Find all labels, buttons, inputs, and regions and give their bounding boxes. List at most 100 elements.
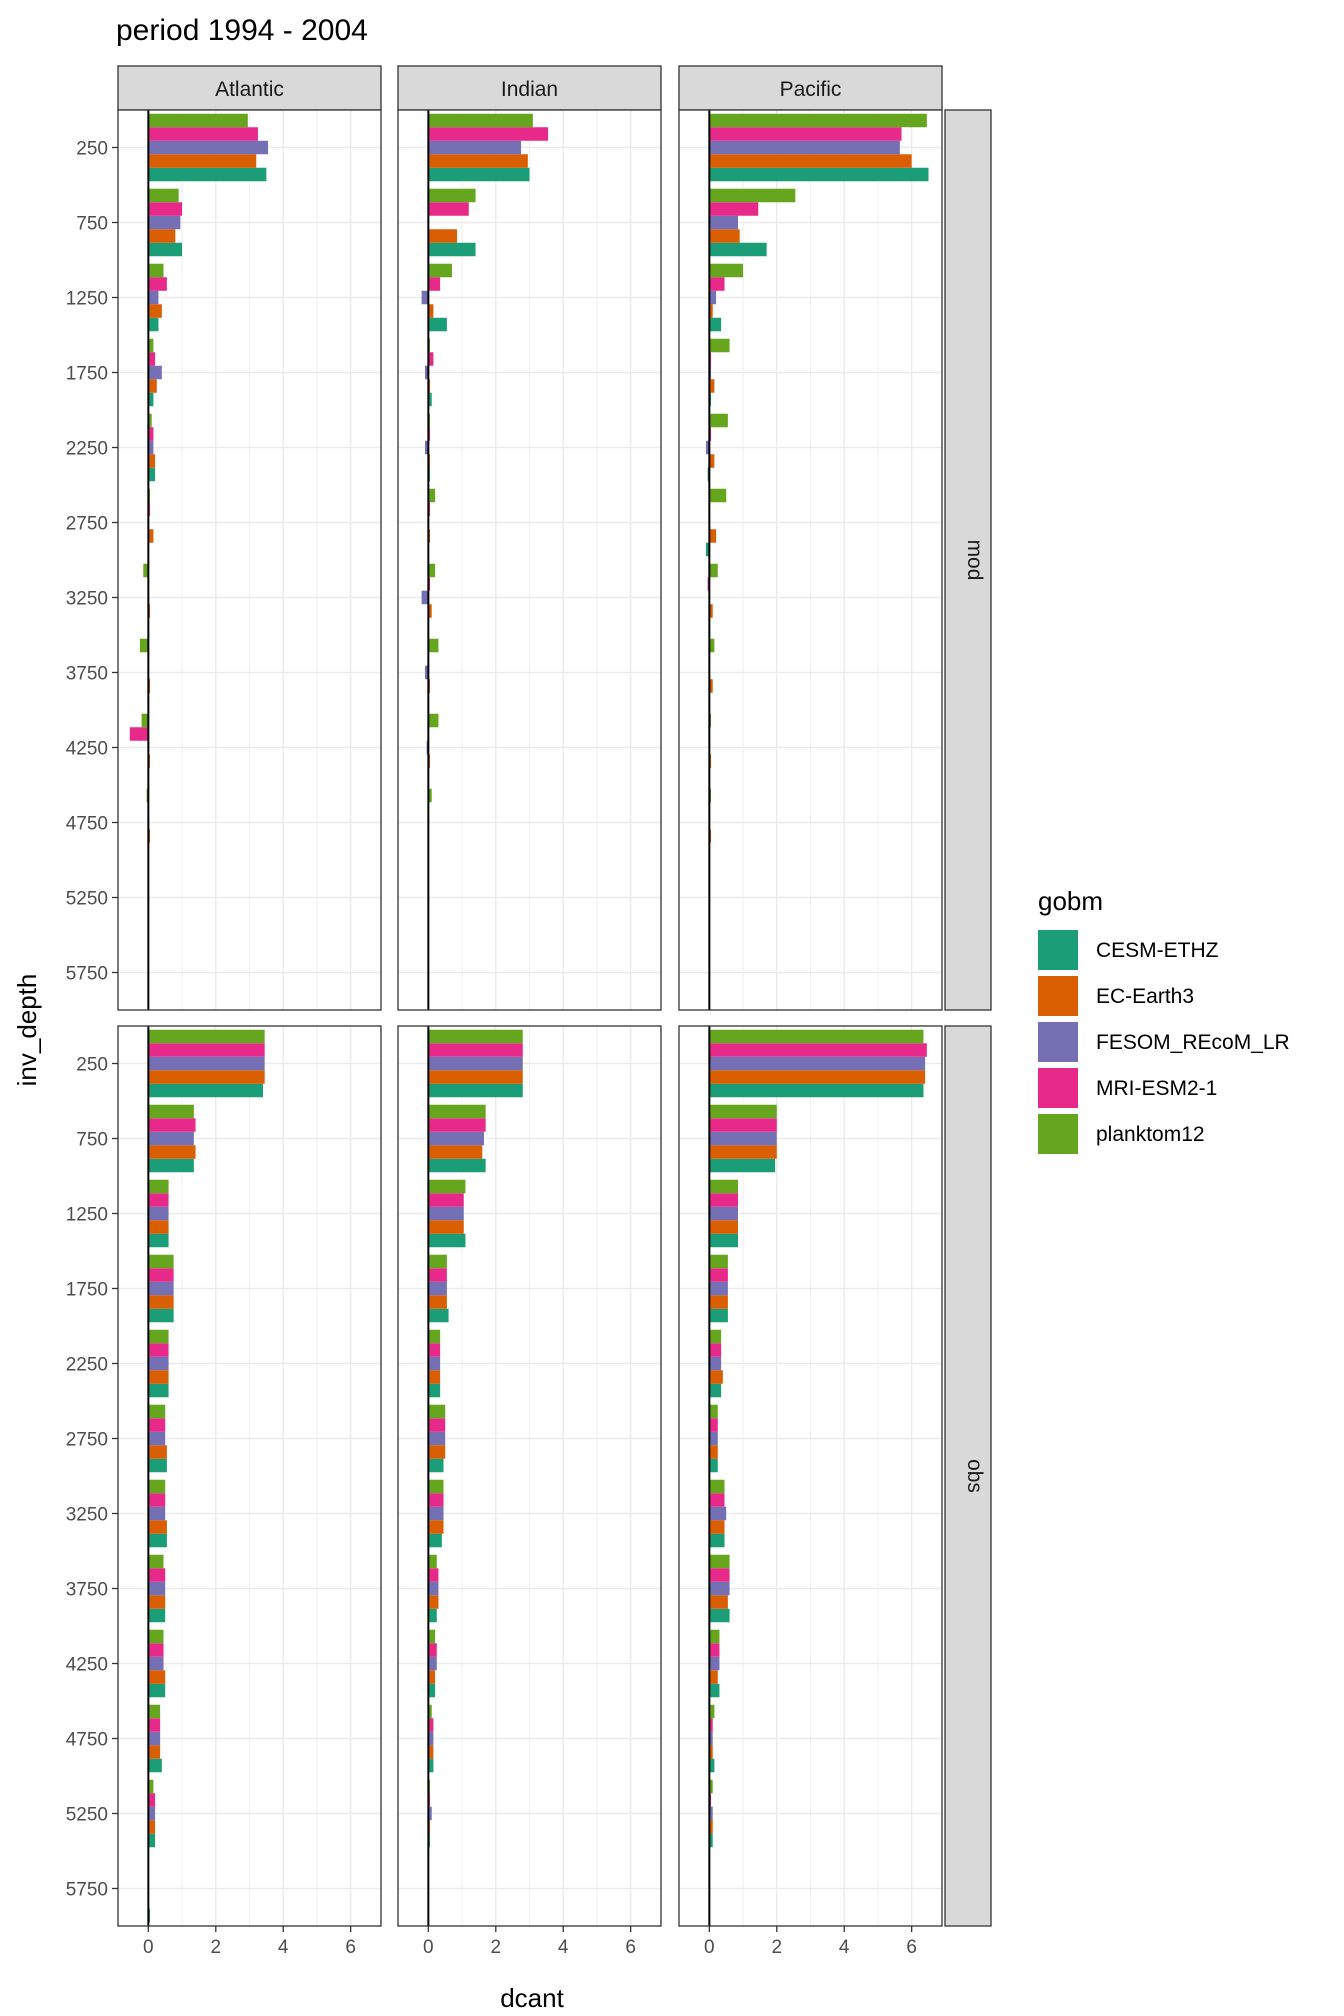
bar-mri-esm2-1-3750 (709, 1568, 730, 1582)
bar-cesm-ethz-2250 (428, 1383, 441, 1398)
bar-ec-earth3-2250 (148, 1370, 169, 1384)
bar-fesom-recom-lr-1750 (148, 1281, 174, 1296)
bar-cesm-ethz-4750 (709, 1758, 715, 1773)
bar-mri-esm2-1-750 (709, 202, 759, 216)
bar-fesom-recom-lr-3750 (148, 1581, 166, 1596)
bar-planktom12-3250 (428, 563, 436, 578)
bar-mri-esm2-1-3250 (428, 1493, 444, 1507)
legend-title: gobm (1038, 886, 1103, 916)
y-axis-label: inv_depth (12, 974, 42, 1087)
bar-cesm-ethz-2750 (705, 542, 710, 557)
bar-planktom12-250 (428, 1029, 523, 1044)
bar-fesom-recom-lr-3250 (148, 1506, 166, 1521)
bar-ec-earth3-1250 (709, 1220, 739, 1234)
panel-border (397, 109, 662, 1011)
y-tick-label-2250: 2250 (66, 1355, 108, 1376)
bar-mri-esm2-1-1750 (709, 1268, 728, 1282)
bar-mri-esm2-1-250 (148, 127, 258, 141)
bar-planktom12-5250 (148, 1779, 154, 1794)
bar-ec-earth3-1250 (148, 1220, 169, 1234)
facet-label-pacific: Pacific (780, 78, 842, 101)
bar-mri-esm2-1-2250 (148, 427, 154, 441)
bar-planktom12-750 (709, 188, 796, 203)
facet-label-obs: obs (963, 1459, 986, 1493)
bar-planktom12-4750 (709, 1704, 715, 1719)
bar-planktom12-1750 (709, 338, 730, 353)
bar-cesm-ethz-1750 (709, 1308, 728, 1323)
bar-cesm-ethz-750 (428, 242, 476, 257)
bar-cesm-ethz-250 (428, 167, 530, 182)
bar-fesom-recom-lr-2750 (148, 1431, 166, 1446)
bar-ec-earth3-2250 (709, 1370, 723, 1384)
bar-planktom12-1750 (709, 1254, 728, 1269)
legend-key-fesom-recom-lr (1038, 1022, 1078, 1062)
bar-cesm-ethz-4250 (428, 1683, 436, 1698)
panel-obs-pacific: 0 2 4 6 (678, 1025, 943, 1958)
bar-cesm-ethz-3250 (709, 1533, 725, 1548)
bar-planktom12-4750 (148, 1704, 161, 1719)
bar-planktom12-1250 (709, 263, 744, 278)
bar-mri-esm2-1-250 (709, 1043, 927, 1057)
bar-cesm-ethz-1750 (148, 1308, 174, 1323)
facet-strip-atlantic (117, 65, 382, 111)
bar-ec-earth3-2750 (428, 1445, 446, 1459)
y-tick-label-4750: 4750 (66, 814, 108, 835)
bar-mri-esm2-1-2750 (709, 1418, 718, 1432)
bar-ec-earth3-4750 (709, 1745, 713, 1759)
bar-fesom-recom-lr-4250 (148, 1656, 164, 1671)
bar-planktom12-3250 (143, 563, 149, 578)
panel-border (117, 109, 382, 1011)
bar-planktom12-750 (148, 188, 179, 203)
bar-planktom12-3250 (428, 1479, 444, 1494)
bar-cesm-ethz-1750 (428, 1308, 449, 1323)
panel-obs-atlantic: 0 2 4 6 (117, 1025, 382, 1958)
bar-fesom-recom-lr-4750 (148, 1731, 161, 1746)
x-tick-label: 0 (423, 1937, 434, 1958)
bar-mri-esm2-1-750 (428, 202, 469, 216)
bar-ec-earth3-1250 (148, 304, 162, 318)
bar-ec-earth3-1750 (148, 379, 157, 393)
x-tick-label: 2 (771, 1937, 782, 1958)
bar-cesm-ethz-250 (709, 1083, 924, 1098)
panel-border (397, 1025, 662, 1927)
bar-ec-earth3-2750 (709, 1445, 718, 1459)
bar-planktom12-2250 (428, 1329, 441, 1344)
legend-label-cesm-ethz: CESM-ETHZ (1096, 939, 1219, 962)
bar-cesm-ethz-1250 (148, 317, 159, 332)
bar-cesm-ethz-2750 (428, 1458, 444, 1473)
bar-mri-esm2-1-1750 (148, 352, 156, 366)
bar-ec-earth3-1250 (428, 304, 434, 318)
bar-mri-esm2-1-4250 (428, 1643, 437, 1657)
bar-ec-earth3-3250 (428, 604, 432, 618)
bar-planktom12-250 (428, 113, 533, 128)
bar-mri-esm2-1-4250 (148, 1643, 164, 1657)
legend: gobm CESM-ETHZ EC-Earth3 FESOM_REcoM_LR MRI… (1038, 886, 1290, 1154)
bar-fesom-recom-lr-2750 (709, 1431, 718, 1446)
bar-ec-earth3-3250 (709, 1520, 725, 1534)
bar-fesom-recom-lr-2250 (428, 1356, 441, 1371)
bar-mri-esm2-1-250 (709, 127, 902, 141)
bar-cesm-ethz-750 (428, 1158, 486, 1173)
y-tick-label-1250: 1250 (66, 1205, 108, 1226)
bar-fesom-recom-lr-2250 (148, 1356, 169, 1371)
bar-cesm-ethz-250 (148, 167, 267, 182)
bar-planktom12-2250 (709, 1329, 722, 1344)
bar-ec-earth3-250 (148, 1070, 265, 1084)
bar-fesom-recom-lr-250 (428, 140, 522, 155)
y-tick-label-750: 750 (76, 214, 108, 235)
bar-planktom12-2750 (709, 1404, 718, 1419)
bar-planktom12-4250 (428, 713, 439, 728)
bar-ec-earth3-5250 (148, 1820, 156, 1834)
bar-fesom-recom-lr-3250 (709, 1506, 727, 1521)
bar-cesm-ethz-1250 (709, 1233, 739, 1248)
y-tick-label-5250: 5250 (66, 889, 108, 910)
bar-cesm-ethz-1750 (148, 392, 154, 407)
bar-planktom12-250 (709, 113, 927, 128)
bar-fesom-recom-lr-750 (709, 1131, 777, 1146)
bar-fesom-recom-lr-2250 (709, 1356, 722, 1371)
bar-planktom12-1250 (428, 263, 452, 278)
bar-mri-esm2-1-1250 (148, 1193, 169, 1207)
bar-ec-earth3-1750 (709, 379, 715, 393)
bar-planktom12-750 (428, 1104, 486, 1119)
bar-ec-earth3-4250 (148, 1670, 166, 1684)
